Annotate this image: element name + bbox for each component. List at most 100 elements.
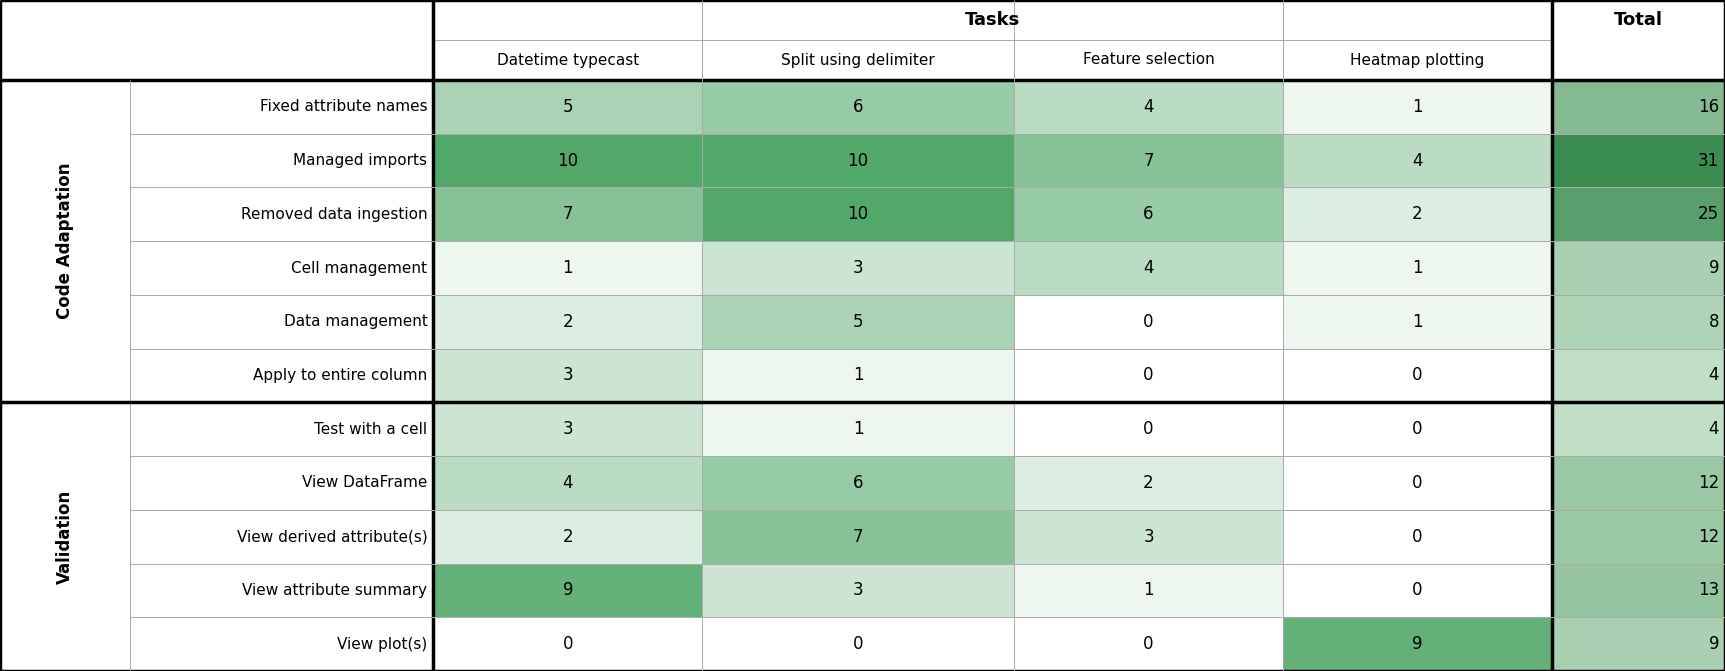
Text: 1: 1 [1144,581,1154,599]
Bar [1014,456,1283,510]
Bar [433,510,702,564]
Text: 16: 16 [1697,98,1720,116]
Text: 4: 4 [1144,259,1154,277]
Bar [1551,564,1725,617]
Bar [702,617,1014,671]
Text: 0: 0 [1144,420,1154,438]
Bar [1551,80,1725,134]
Bar [433,241,702,295]
Bar [433,403,702,456]
Bar [1283,510,1551,564]
Text: 7: 7 [562,205,573,223]
Text: 6: 6 [852,474,864,492]
Text: 0: 0 [1144,313,1154,331]
Text: 0: 0 [1413,366,1423,384]
Text: 2: 2 [562,313,573,331]
Text: 12: 12 [1697,527,1720,546]
Bar [1014,295,1283,349]
Bar [1551,456,1725,510]
Text: 0: 0 [852,635,864,653]
Text: View attribute summary: View attribute summary [243,583,428,598]
Bar [0,80,129,403]
Bar [1014,349,1283,403]
Text: 4: 4 [1144,98,1154,116]
Text: 9: 9 [1708,259,1720,277]
Bar [1551,295,1725,349]
Text: 1: 1 [562,259,573,277]
Bar [1014,40,1283,80]
Text: 5: 5 [562,98,573,116]
Bar [702,134,1014,187]
Text: 2: 2 [1144,474,1154,492]
Text: 10: 10 [557,152,578,170]
Bar [1283,349,1551,403]
Bar [1014,134,1283,187]
Text: 0: 0 [1144,635,1154,653]
Bar [433,134,702,187]
Bar [1551,510,1725,564]
Bar [702,40,1014,80]
Text: Apply to entire column: Apply to entire column [254,368,428,383]
Bar [1283,187,1551,241]
Text: View derived attribute(s): View derived attribute(s) [236,529,428,544]
Bar [702,187,1014,241]
Text: Fixed attribute names: Fixed attribute names [260,99,428,114]
Text: Feature selection: Feature selection [1083,52,1214,68]
Text: Tasks: Tasks [964,11,1019,29]
Bar [129,295,433,349]
Text: 12: 12 [1697,474,1720,492]
Text: 6: 6 [1144,205,1154,223]
Bar [1283,564,1551,617]
Text: 7: 7 [1144,152,1154,170]
Text: 9: 9 [562,581,573,599]
Text: Total: Total [1615,11,1663,29]
Text: 1: 1 [1413,98,1423,116]
Bar [129,456,433,510]
Bar [1283,456,1551,510]
Bar [433,0,1551,40]
Text: 0: 0 [1413,474,1423,492]
Bar [433,295,702,349]
Text: 9: 9 [1413,635,1423,653]
Text: Split using delimiter: Split using delimiter [781,52,935,68]
Bar [702,80,1014,134]
Bar [702,349,1014,403]
Bar [1551,403,1725,456]
Text: 4: 4 [1708,366,1720,384]
Bar [1283,134,1551,187]
Bar [1283,80,1551,134]
Bar [1551,617,1725,671]
Text: 31: 31 [1697,152,1720,170]
Bar [1014,510,1283,564]
Text: 0: 0 [1413,527,1423,546]
Text: 0: 0 [1413,581,1423,599]
Text: Removed data ingestion: Removed data ingestion [242,207,428,222]
Text: 4: 4 [562,474,573,492]
Text: 4: 4 [1413,152,1423,170]
Bar [129,134,433,187]
Bar [129,80,433,134]
Bar [129,241,433,295]
Text: 10: 10 [847,152,869,170]
Bar [433,80,702,134]
Bar [129,349,433,403]
Bar [1014,403,1283,456]
Bar [1014,617,1283,671]
Text: 2: 2 [562,527,573,546]
Text: 3: 3 [562,366,573,384]
Bar [702,564,1014,617]
Bar [129,510,433,564]
Text: 2: 2 [1413,205,1423,223]
Text: 1: 1 [852,420,864,438]
Text: 1: 1 [1413,313,1423,331]
Text: Cell management: Cell management [292,260,428,276]
Bar [1283,617,1551,671]
Bar [433,349,702,403]
Text: 0: 0 [1413,420,1423,438]
Text: 5: 5 [852,313,864,331]
Text: Code Adaptation: Code Adaptation [55,163,74,319]
Text: 4: 4 [1708,420,1720,438]
Text: 0: 0 [1144,366,1154,384]
Text: 3: 3 [562,420,573,438]
Text: 7: 7 [852,527,864,546]
